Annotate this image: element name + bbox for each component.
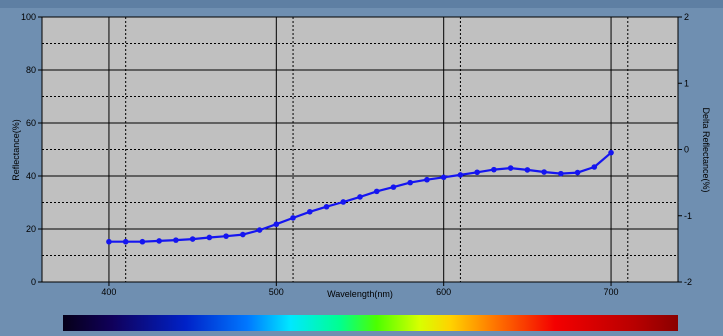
data-point — [340, 199, 347, 205]
data-point — [173, 237, 179, 243]
data-point — [558, 170, 564, 177]
y2-tick-label: 1 — [684, 78, 689, 88]
y2-tick-label: 0 — [684, 145, 689, 155]
y-tick-label: 100 — [21, 12, 36, 22]
tick-layer: 0 20 40 60 80 100 -2 -1 0 1 2 400 500 600 700 — [21, 12, 692, 297]
y2-tick-label: 2 — [684, 12, 689, 22]
data-point — [122, 238, 129, 245]
data-point — [541, 169, 547, 175]
data-point — [407, 179, 414, 186]
x-tick-label: 500 — [269, 287, 284, 297]
data-point — [273, 221, 280, 228]
data-point — [106, 238, 112, 245]
y-tick-label: 20 — [26, 224, 36, 234]
data-point — [240, 231, 246, 238]
x-axis-label: Wavelength(nm) — [327, 289, 393, 299]
x-tick-label: 700 — [604, 287, 619, 297]
y-tick-label: 80 — [26, 65, 36, 75]
x-tick-label: 400 — [101, 287, 116, 297]
data-point — [256, 227, 263, 233]
data-point — [373, 188, 380, 195]
y-tick-label: 0 — [31, 277, 36, 287]
data-point — [591, 164, 598, 170]
top-band — [0, 0, 723, 8]
data-point — [474, 169, 480, 176]
data-point — [290, 215, 296, 221]
data-point — [491, 166, 497, 173]
data-point — [223, 233, 229, 239]
y-axis-label: Reflectance(%) — [11, 119, 21, 181]
series-layer — [106, 149, 614, 245]
data-point — [390, 184, 397, 190]
y-tick-label: 40 — [26, 171, 36, 181]
y2-tick-label: -2 — [684, 277, 692, 287]
data-point — [156, 238, 162, 244]
data-point — [306, 208, 313, 215]
data-point — [608, 149, 614, 156]
data-point — [206, 234, 213, 241]
x-tick-label: 600 — [436, 287, 451, 297]
data-point — [323, 203, 330, 210]
data-point — [440, 174, 447, 181]
y2-axis-label: Delta Reflectance(%) — [701, 107, 711, 192]
data-point — [424, 176, 430, 183]
data-point — [574, 169, 581, 176]
data-point — [189, 236, 196, 242]
y-tick-label: 60 — [26, 118, 36, 128]
data-point — [357, 194, 363, 200]
data-point — [457, 172, 464, 178]
data-point — [524, 167, 531, 173]
data-point — [507, 165, 514, 171]
spectrum-bar — [63, 315, 678, 331]
y2-tick-label: -1 — [684, 211, 692, 221]
data-point — [139, 238, 146, 245]
